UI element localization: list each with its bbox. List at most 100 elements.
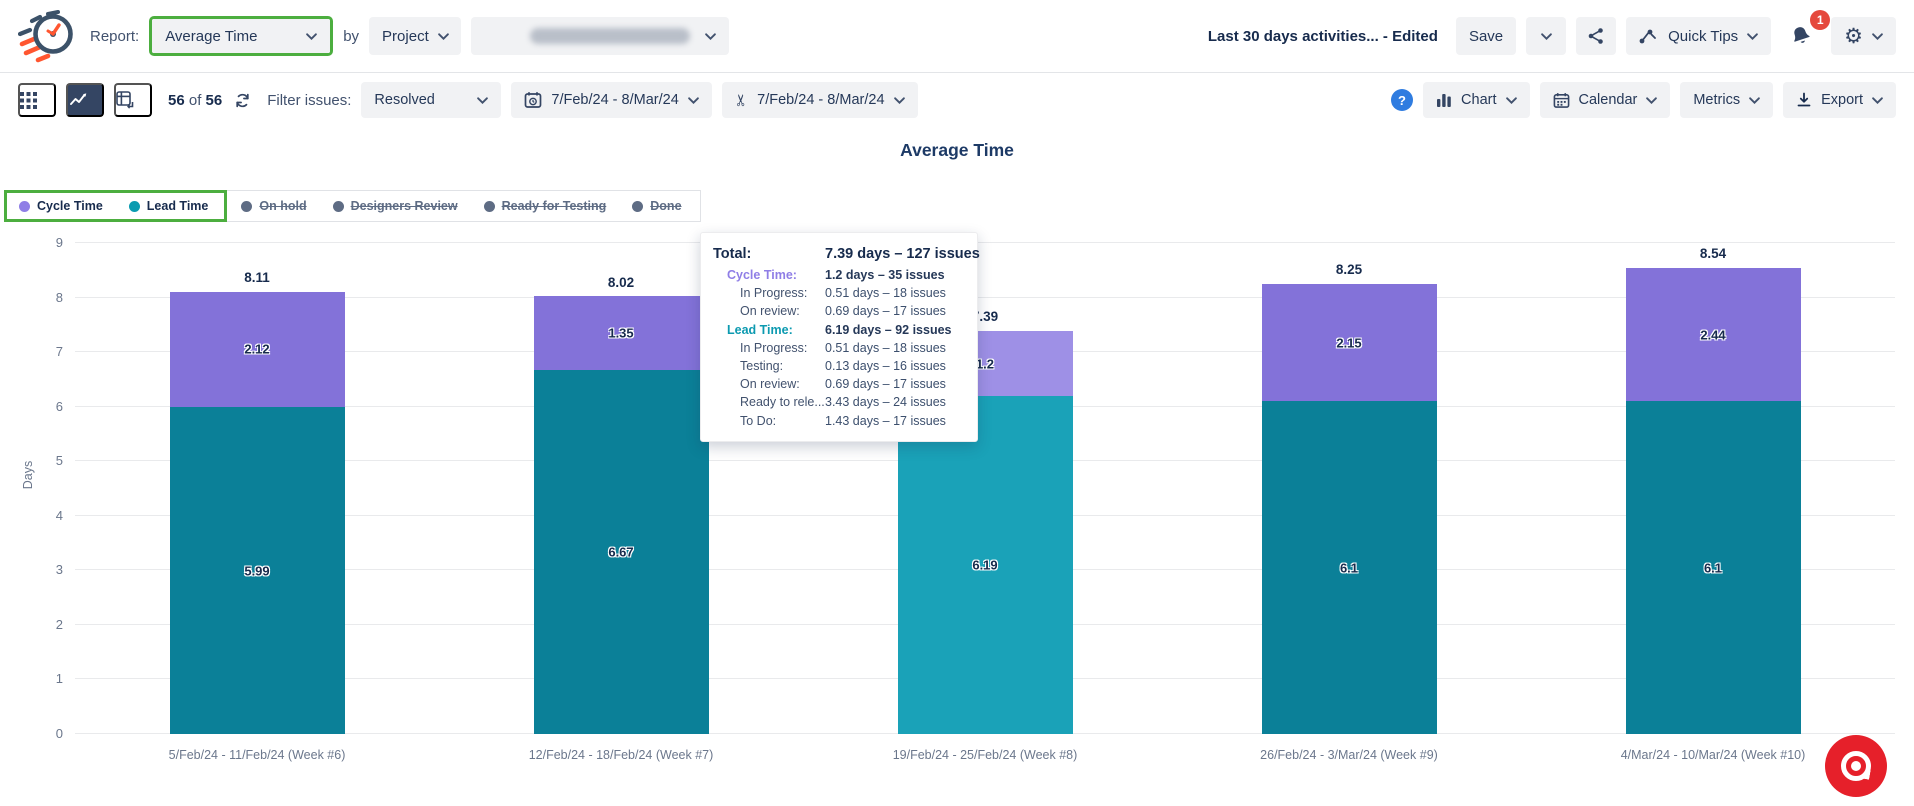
cycle-time-segment[interactable]: 2.12 xyxy=(169,291,345,408)
saved-view-name: Last 30 days activities... - Edited xyxy=(1207,27,1438,45)
legend-item[interactable]: Done xyxy=(632,199,682,213)
tooltip-row-label: Lead Time: xyxy=(727,322,793,337)
bar-total-value: 8.25 xyxy=(1335,261,1363,277)
y-tick-label: 2 xyxy=(55,616,63,632)
share-button[interactable] xyxy=(1576,17,1617,55)
legend-item[interactable]: Designers Review xyxy=(332,199,458,213)
tooltip-row-value: 0.13 days – 16 issues xyxy=(825,359,946,374)
calendar-clock-icon xyxy=(525,92,542,108)
bar-chart-icon xyxy=(1437,94,1451,107)
tooltip-row-label: Ready to rele... xyxy=(740,395,825,410)
legend-item[interactable]: On hold xyxy=(241,199,307,213)
tooltip-row: In Progress: 0.51 days – 18 issues xyxy=(713,340,965,357)
calendar-icon xyxy=(1553,92,1569,108)
cycle-time-segment[interactable]: 1.35 xyxy=(533,296,709,371)
tooltip-row: In Progress: 0.51 days – 18 issues xyxy=(713,285,965,302)
cycle-time-segment[interactable]: 2.15 xyxy=(1261,283,1437,402)
y-tick-label: 3 xyxy=(55,562,63,578)
quick-tips-button[interactable]: Quick Tips xyxy=(1626,17,1772,55)
pivot-view-button[interactable] xyxy=(114,83,152,117)
scissors-icon: ✂ xyxy=(733,93,751,107)
report-dropdown[interactable]: Average Time xyxy=(152,19,331,53)
bar-group[interactable]: 5.99 2.12 8.11 xyxy=(169,262,345,734)
legend-item[interactable]: Ready for Testing xyxy=(483,199,606,213)
redacted-project-name xyxy=(530,28,691,44)
y-tick-label: 6 xyxy=(55,398,63,414)
tooltip-row-label: Cycle Time: xyxy=(727,268,797,282)
group-by-dropdown[interactable]: Project xyxy=(369,17,462,55)
chat-bubble-icon xyxy=(1841,751,1871,781)
metrics-dropdown[interactable]: Metrics xyxy=(1680,82,1774,118)
bell-icon xyxy=(1794,27,1810,43)
filter-issues-label: Filter issues: xyxy=(267,91,352,109)
grid-view-button[interactable] xyxy=(18,83,56,117)
by-label: by xyxy=(343,27,360,45)
project-select-dropdown[interactable] xyxy=(471,17,730,55)
tooltip-row-label: In Progress: xyxy=(740,340,808,355)
chevron-down-icon xyxy=(477,96,489,104)
gridline xyxy=(75,296,1895,298)
y-axis-label: Days xyxy=(21,460,36,490)
settings-button[interactable]: ⚙ xyxy=(1831,17,1896,55)
tooltip-row: On review: 0.69 days – 17 issues xyxy=(713,303,965,320)
tooltip-row-value: 0.69 days – 17 issues xyxy=(825,304,946,319)
tooltip-row-value: 6.19 days – 92 issues xyxy=(825,322,952,337)
lead-time-segment[interactable]: 6.67 xyxy=(533,370,709,734)
help-icon[interactable]: ? xyxy=(1391,89,1414,111)
chevron-down-icon xyxy=(705,32,716,40)
export-dropdown[interactable]: Export xyxy=(1783,82,1896,118)
tooltip-row: Total: 7.39 days – 127 issues xyxy=(713,244,980,265)
chart-view-button[interactable] xyxy=(66,83,104,117)
legend-active-group: Cycle Time Lead Time xyxy=(4,190,228,222)
x-axis-label: 19/Feb/24 - 25/Feb/24 (Week #8) xyxy=(892,748,1078,762)
report-dropdown-highlight: Average Time xyxy=(149,16,334,56)
lead-time-segment[interactable]: 5.99 xyxy=(169,407,345,734)
bar-total-value: 8.11 xyxy=(244,269,270,285)
chevron-down-icon xyxy=(1540,32,1552,40)
segment-value: 6.19 xyxy=(972,557,998,573)
legend-item[interactable]: Lead Time xyxy=(128,199,208,213)
calendar-dropdown[interactable]: Calendar xyxy=(1539,82,1671,118)
chart-type-dropdown[interactable]: Chart xyxy=(1423,82,1530,118)
notification-badge: 1 xyxy=(1810,10,1831,30)
cycle-time-segment[interactable]: 2.44 xyxy=(1625,268,1801,402)
filter-status-dropdown[interactable]: Resolved xyxy=(361,82,502,118)
date-range-dropdown[interactable]: 7/Feb/24 - 8/Mar/24 xyxy=(511,82,712,118)
legend-dot xyxy=(332,200,344,212)
lead-time-segment[interactable]: 6.1 xyxy=(1625,401,1801,734)
segment-value: 6.1 xyxy=(1339,560,1359,576)
save-button[interactable]: Save xyxy=(1455,17,1517,55)
tooltip-row: Cycle Time: 1.2 days – 35 issues xyxy=(713,267,965,284)
y-tick-label: 0 xyxy=(55,726,63,741)
bar-group[interactable]: 6.67 1.35 8.02 xyxy=(533,267,709,734)
bar-total-value: 8.02 xyxy=(607,274,635,290)
legend-dot xyxy=(632,200,644,212)
refresh-icon[interactable] xyxy=(234,92,251,109)
bar-total-value: 8.54 xyxy=(1699,246,1727,262)
x-axis-label: 4/Mar/24 - 10/Mar/24 (Week #10) xyxy=(1620,748,1806,762)
segment-value: 2.12 xyxy=(244,341,270,357)
bar-group[interactable]: 6.19 1.2 7.39 xyxy=(897,301,1073,734)
segment-value: 6.67 xyxy=(608,544,634,560)
chevron-down-icon xyxy=(1747,32,1759,40)
x-axis-label: 26/Feb/24 - 3/Mar/24 (Week #9) xyxy=(1260,748,1438,762)
tooltip-row-value: 1.2 days – 35 issues xyxy=(825,268,945,282)
notifications-button[interactable] xyxy=(1781,17,1821,55)
app-logo xyxy=(18,8,76,64)
legend-dot xyxy=(241,200,253,212)
bar-group[interactable]: 6.1 2.15 8.25 xyxy=(1261,254,1437,734)
lead-time-segment[interactable]: 6.1 xyxy=(1261,401,1437,734)
tooltip-row-label: On review: xyxy=(740,304,800,319)
legend-dot xyxy=(483,200,495,212)
save-options-button[interactable] xyxy=(1526,17,1567,55)
cut-date-range-dropdown[interactable]: ✂ 7/Feb/24 - 8/Mar/24 xyxy=(721,82,918,118)
lead-time-segment[interactable]: 6.19 xyxy=(897,396,1073,734)
grid-icon xyxy=(20,91,37,109)
bar-group[interactable]: 6.1 2.44 8.54 xyxy=(1625,238,1801,734)
tooltip-row: Lead Time: 6.19 days – 92 issues xyxy=(713,322,965,339)
line-chart-icon xyxy=(70,93,87,105)
legend-label: Designers Review xyxy=(350,199,458,213)
chat-widget-button[interactable] xyxy=(1825,735,1887,797)
legend-item[interactable]: Cycle Time xyxy=(19,199,103,213)
tooltip-row-label: To Do: xyxy=(740,413,777,428)
